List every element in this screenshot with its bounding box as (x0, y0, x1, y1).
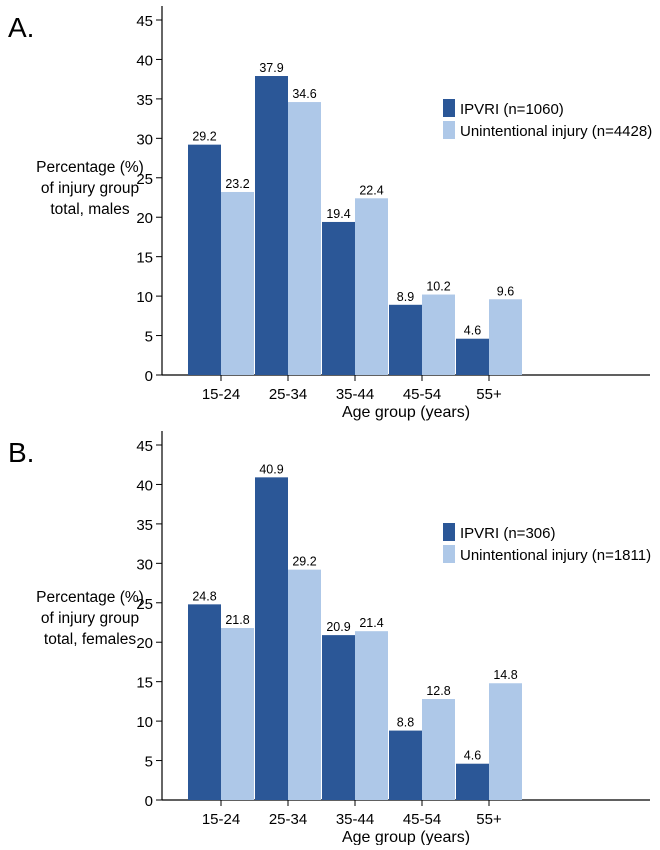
chart-2-x-axis-title: Age group (years) (342, 829, 470, 845)
chart-2-bar-s2-25-34 (288, 569, 321, 800)
chart-1-ytick-label-40: 40 (136, 52, 153, 69)
chart-2-value-label-s2-15-24: 21.8 (225, 613, 249, 627)
chart-2-ytick-label-10: 10 (136, 714, 153, 731)
chart-2-ytick-label-30: 30 (136, 556, 153, 573)
chart-2-xtick-label-15-24: 15-24 (202, 811, 240, 828)
chart-1-bar-s1-55+ (456, 338, 489, 375)
chart-1-ytick-label-5: 5 (145, 329, 153, 346)
chart-1-xtick-label-25-34: 25-34 (269, 386, 307, 403)
chart-2-bar-s2-45-54 (422, 699, 455, 800)
chart-2-bar-s1-45-54 (389, 730, 422, 800)
chart-1-legend-swatch-2 (443, 121, 455, 139)
chart-2-value-label-s1-15-24: 24.8 (192, 589, 216, 603)
chart-2-legend-swatch-2 (443, 545, 455, 563)
chart-2-bar-s1-55+ (456, 763, 489, 800)
chart-1-ytick-label-0: 0 (145, 368, 153, 385)
chart-1-ytick-label-30: 30 (136, 131, 153, 148)
chart-1-ytick-label-25: 25 (136, 171, 153, 188)
chart-2-bar-s2-55+ (489, 683, 522, 800)
chart-1-bar-s2-15-24 (221, 191, 254, 375)
chart-1-legend-swatch-1 (443, 99, 455, 117)
chart-1-legend-label-1: IPVRI (n=1060) (460, 101, 564, 118)
chart-2-bar-s1-25-34 (255, 477, 288, 800)
chart-2-value-label-s1-55+: 4.6 (464, 749, 481, 763)
chart-1-bar-s1-35-44 (322, 221, 355, 375)
chart-2-value-label-s1-25-34: 40.9 (259, 462, 283, 476)
chart-1-value-label-s1-45-54: 8.9 (397, 290, 414, 304)
chart-1-ytick-label-20: 20 (136, 210, 153, 227)
chart-2-y-axis-title-line-2: of injury group (41, 610, 139, 627)
chart-1-ytick-label-10: 10 (136, 289, 153, 306)
chart-1-value-label-s2-35-44: 22.4 (359, 183, 383, 197)
chart-1-xtick-label-45-54: 45-54 (403, 386, 441, 403)
chart-1-value-label-s1-25-34: 37.9 (259, 61, 283, 75)
chart-1-value-label-s1-35-44: 19.4 (326, 207, 350, 221)
chart-1-value-label-s2-25-34: 34.6 (292, 87, 316, 101)
chart-2-ytick-label-25: 25 (136, 596, 153, 613)
chart-2-value-label-s2-45-54: 12.8 (426, 684, 450, 698)
chart-2-value-label-s2-35-44: 21.4 (359, 616, 383, 630)
chart-2-ytick-label-20: 20 (136, 635, 153, 652)
chart-2-xtick-label-25-34: 25-34 (269, 811, 307, 828)
chart-1-value-label-s2-15-24: 23.2 (225, 177, 249, 191)
chart-1-panel-label: A. (8, 12, 34, 43)
chart-2-bar-s2-35-44 (355, 631, 388, 800)
chart-2-bar-s2-15-24 (221, 628, 254, 800)
chart-2-xtick-label-35-44: 35-44 (336, 811, 374, 828)
chart-2-bar-s1-35-44 (322, 635, 355, 800)
chart-2-y-axis-title-line-1: Percentage (%) (36, 589, 144, 606)
chart-1-x-axis-title: Age group (years) (342, 404, 470, 421)
chart-2-value-label-s2-55+: 14.8 (493, 668, 517, 682)
chart-2-legend-label-1: IPVRI (n=306) (460, 525, 555, 542)
chart-2-ytick-label-40: 40 (136, 477, 153, 494)
chart-2-panel-label: B. (8, 437, 34, 468)
chart-1-ytick-label-45: 45 (136, 13, 153, 30)
chart-1-value-label-s1-55+: 4.6 (464, 324, 481, 338)
chart-1-bar-s2-25-34 (288, 102, 321, 376)
chart-1-ytick-label-15: 15 (136, 250, 153, 267)
chart-1-bar-s1-15-24 (188, 144, 221, 375)
chart-2-ytick-label-45: 45 (136, 438, 153, 455)
chart-1-bar-s2-45-54 (422, 294, 455, 375)
chart-1-y-axis-title-line-3: total, males (50, 201, 130, 218)
chart-1-xtick-label-55+: 55+ (476, 386, 502, 403)
chart-1-legend-label-2: Unintentional injury (n=4428) (460, 123, 652, 140)
chart-1-bar-s2-55+ (489, 299, 522, 375)
chart-1-value-label-s1-15-24: 29.2 (192, 130, 216, 144)
chart-2-ytick-label-5: 5 (145, 754, 153, 771)
chart-1-y-axis-title-line-1: Percentage (%) (36, 159, 144, 176)
chart-2-bar-s1-15-24 (188, 604, 221, 800)
chart-1-bar-s1-45-54 (389, 304, 422, 375)
chart-1-bar-s1-25-34 (255, 76, 288, 375)
chart-1-value-label-s2-55+: 9.6 (497, 284, 514, 298)
chart-2-legend-swatch-1 (443, 523, 455, 541)
chart-1-xtick-label-15-24: 15-24 (202, 386, 240, 403)
chart-1-y-axis-title-line-2: of injury group (41, 180, 139, 197)
chart-2-ytick-label-35: 35 (136, 517, 153, 534)
chart-1-xtick-label-35-44: 35-44 (336, 386, 374, 403)
chart-1-bar-s2-35-44 (355, 198, 388, 375)
chart-2-xtick-label-55+: 55+ (476, 811, 502, 828)
chart-2-value-label-s1-45-54: 8.8 (397, 716, 414, 730)
chart-2-ytick-label-0: 0 (145, 793, 153, 810)
chart-1-value-label-s2-45-54: 10.2 (426, 280, 450, 294)
chart-2-value-label-s2-25-34: 29.2 (292, 555, 316, 569)
chart-2-value-label-s1-35-44: 20.9 (326, 620, 350, 634)
chart-2-xtick-label-45-54: 45-54 (403, 811, 441, 828)
chart-1-ytick-label-35: 35 (136, 92, 153, 109)
chart-2-legend-label-2: Unintentional injury (n=1811) (460, 547, 651, 564)
chart-2-ytick-label-15: 15 (136, 675, 153, 692)
chart-2-y-axis-title-line-3: total, females (44, 631, 136, 648)
